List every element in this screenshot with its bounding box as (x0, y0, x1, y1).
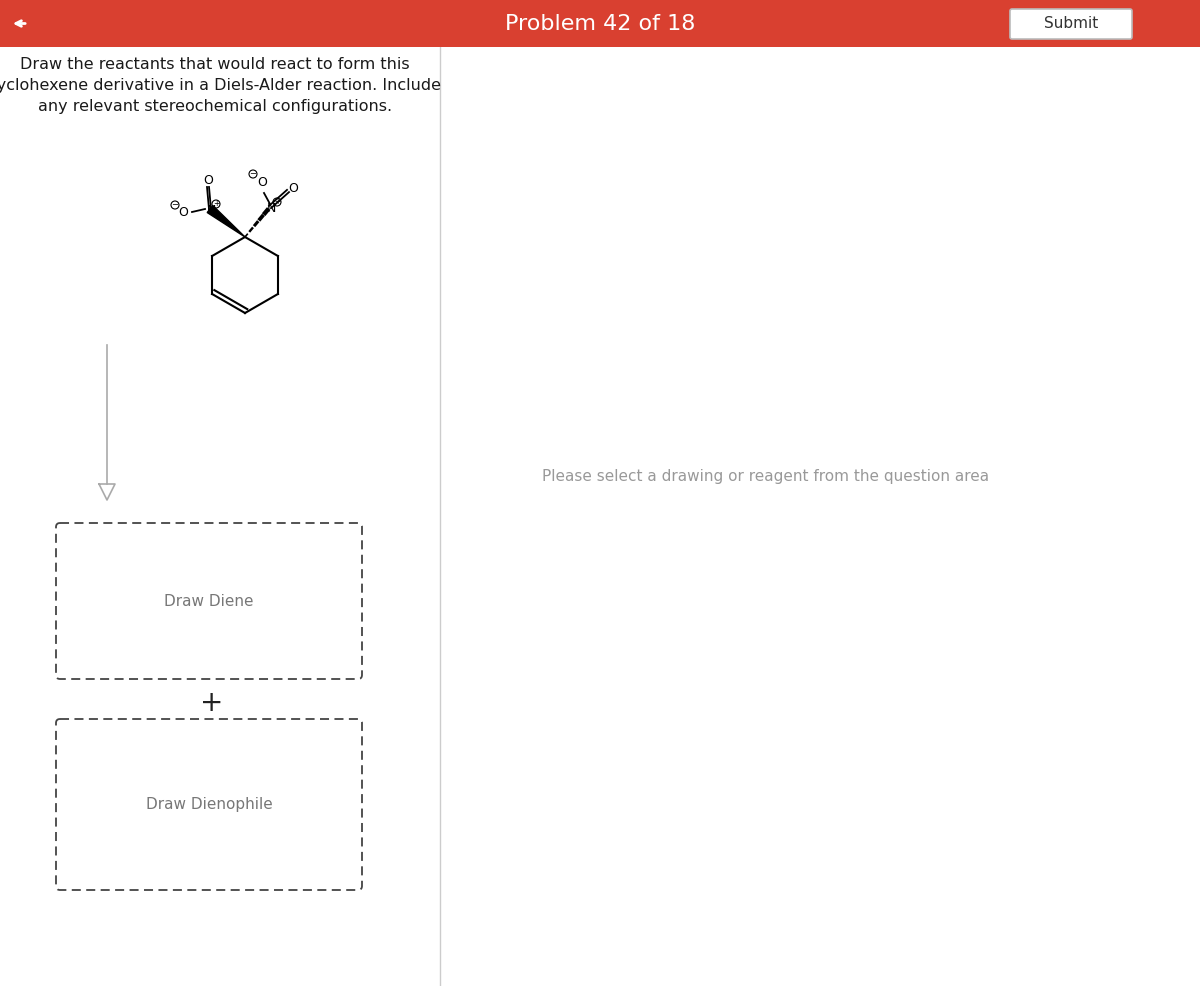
Bar (0, 0, 1200, 47)
Text: Submit: Submit (1044, 16, 1098, 31)
Text: O: O (257, 176, 266, 188)
Text: Please select a drawing or reagent from the question area: Please select a drawing or reagent from … (542, 469, 990, 484)
Text: −: − (250, 170, 257, 178)
Text: +: + (212, 199, 220, 208)
Text: +: + (274, 197, 280, 206)
Text: N: N (206, 203, 216, 217)
FancyBboxPatch shape (56, 523, 362, 679)
Text: O: O (288, 181, 298, 194)
Polygon shape (208, 205, 245, 237)
Text: N: N (266, 201, 276, 215)
Text: +: + (200, 689, 223, 717)
Text: −: − (172, 200, 179, 209)
Text: Problem 42 of 18: Problem 42 of 18 (505, 14, 695, 34)
Text: O: O (178, 205, 188, 219)
FancyBboxPatch shape (1010, 9, 1132, 39)
Text: O: O (203, 174, 212, 186)
Text: Draw Diene: Draw Diene (164, 594, 253, 608)
Text: Draw Dienophile: Draw Dienophile (145, 797, 272, 812)
Text: Draw the reactants that would react to form this
cyclohexene derivative in a Die: Draw the reactants that would react to f… (0, 57, 442, 114)
FancyBboxPatch shape (56, 719, 362, 890)
